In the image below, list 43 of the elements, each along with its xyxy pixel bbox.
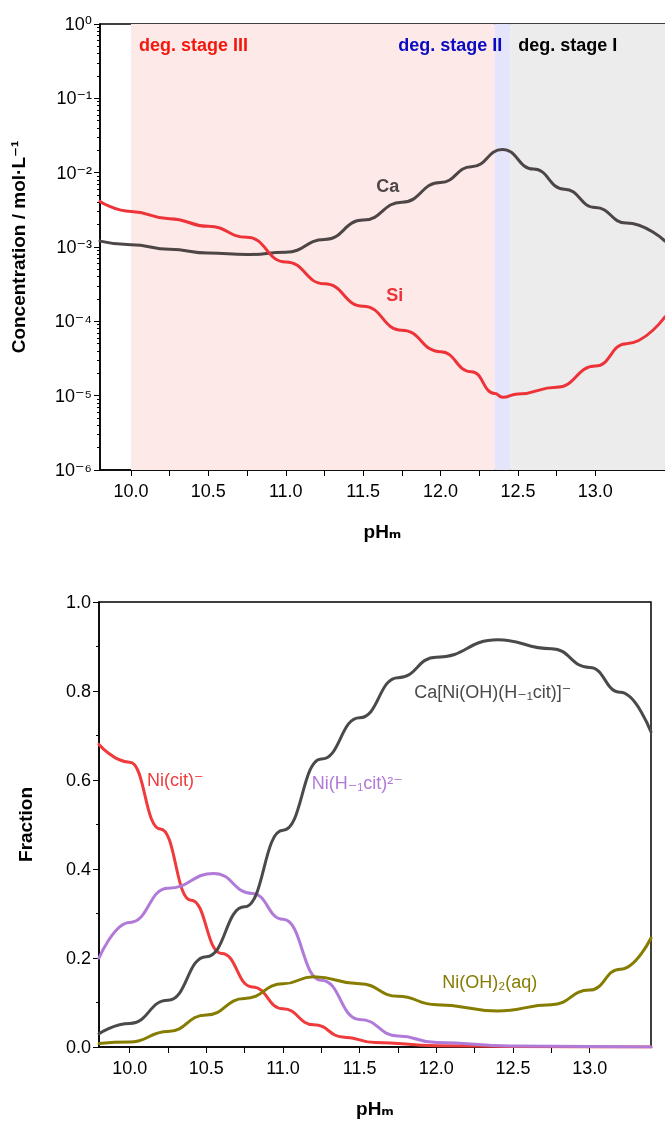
x-tick-label: 12.0 (418, 1058, 454, 1078)
x-tick-label: 10.0 (113, 481, 149, 501)
y-tick-label: 10⁻⁵ (55, 385, 92, 406)
y-tick-label: 10⁰ (64, 14, 92, 34)
x-tick-label: 11.0 (268, 481, 303, 501)
x-tick-label: 11.0 (266, 1058, 300, 1078)
y-tick-label: 0.2 (65, 948, 91, 968)
y-axis-title: Concentration / mol·L⁻¹ (8, 140, 29, 354)
y-tick-label: 10⁻³ (56, 237, 92, 257)
x-tick-label: 13.0 (572, 1058, 608, 1078)
band-label: deg. stage II (398, 35, 503, 55)
series-label: Ni(cit)⁻ (147, 769, 204, 790)
series-label: Si (386, 285, 404, 306)
x-axis-title: pHₘ (363, 521, 402, 542)
y-tick-label: 0.8 (65, 681, 91, 701)
y-axis-title: Fraction (15, 787, 36, 862)
x-tick-label: 13.0 (577, 481, 613, 501)
x-tick-label: 10.5 (188, 1058, 224, 1078)
x-tick-label: 10.5 (190, 481, 226, 501)
y-tick-label: 10⁻¹ (56, 88, 92, 109)
series-label: Ca (376, 176, 401, 197)
band-label: deg. stage I (518, 35, 618, 55)
y-tick-label: 10⁻⁴ (54, 311, 92, 332)
x-tick-label: 12.0 (423, 481, 459, 501)
series-label: Ni(OH)₂(aq) (442, 971, 538, 992)
x-tick-label: 12.5 (495, 1058, 531, 1078)
text: Ni(H₋₁cit)²⁻ (311, 773, 403, 794)
x-tick-label: 11.5 (346, 481, 380, 501)
x-axis-title: pHₘ (356, 1098, 394, 1119)
x-tick-label: 10.0 (112, 1058, 148, 1078)
line-series (98, 147, 665, 257)
x-tick-label: 12.5 (500, 481, 536, 501)
y-tick-label: 0.4 (65, 859, 91, 879)
x-tick-label: 11.5 (342, 1058, 377, 1078)
y-tick-label: 10⁻² (56, 162, 92, 183)
line-series (97, 638, 653, 1036)
series-label: Ca[Ni(OH)(H₋₁cit)]⁻ (414, 681, 572, 702)
y-tick-label: 0.0 (65, 1037, 91, 1057)
y-tick-label: 1.0 (65, 592, 91, 612)
band-label: deg. stage III (138, 35, 248, 55)
y-tick-label: 0.6 (65, 770, 91, 790)
line-series (98, 199, 665, 399)
y-tick-label: 10⁻⁶ (55, 460, 92, 480)
